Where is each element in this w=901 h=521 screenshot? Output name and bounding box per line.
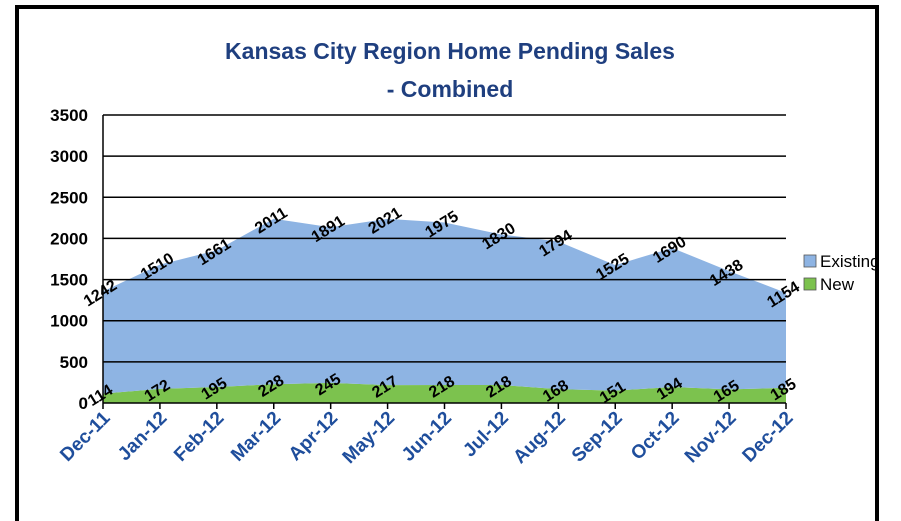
legend-swatch xyxy=(803,277,817,291)
chart-frame xyxy=(15,5,879,521)
x-tick-label: Jan-12 xyxy=(114,408,171,465)
y-tick-label: 3500 xyxy=(50,106,88,125)
x-tick-label: Dec-11 xyxy=(56,407,114,465)
x-tick-label: Mar-12 xyxy=(227,408,285,466)
x-tick-label: Jun-12 xyxy=(398,408,456,466)
x-tick-label: Apr-12 xyxy=(285,408,342,465)
x-tick-label: May-12 xyxy=(339,408,399,468)
x-tick-label: Dec-12 xyxy=(739,408,798,467)
x-tick-label: Aug-12 xyxy=(509,408,569,468)
x-tick-label: Jul-12 xyxy=(459,408,513,462)
x-tick-label: Oct-12 xyxy=(627,408,684,465)
legend-swatch xyxy=(803,254,817,268)
x-tick-label: Sep-12 xyxy=(568,408,627,467)
y-tick-label: 0 xyxy=(79,394,88,413)
y-tick-label: 1000 xyxy=(50,312,88,331)
y-tick-label: 3000 xyxy=(50,147,88,166)
chart-title: Kansas City Region Home Pending Sales - … xyxy=(225,38,675,102)
x-tick-label: Feb-12 xyxy=(170,408,228,466)
x-tick-label: Nov-12 xyxy=(681,408,741,468)
legend-label: Existing xyxy=(820,252,880,271)
y-tick-label: 1500 xyxy=(50,271,88,290)
y-tick-label: 2000 xyxy=(50,229,88,248)
y-tick-label: 2500 xyxy=(50,188,88,207)
legend-label: New xyxy=(820,275,855,294)
area xyxy=(103,382,786,403)
area xyxy=(103,218,786,394)
y-tick-label: 500 xyxy=(60,353,88,372)
